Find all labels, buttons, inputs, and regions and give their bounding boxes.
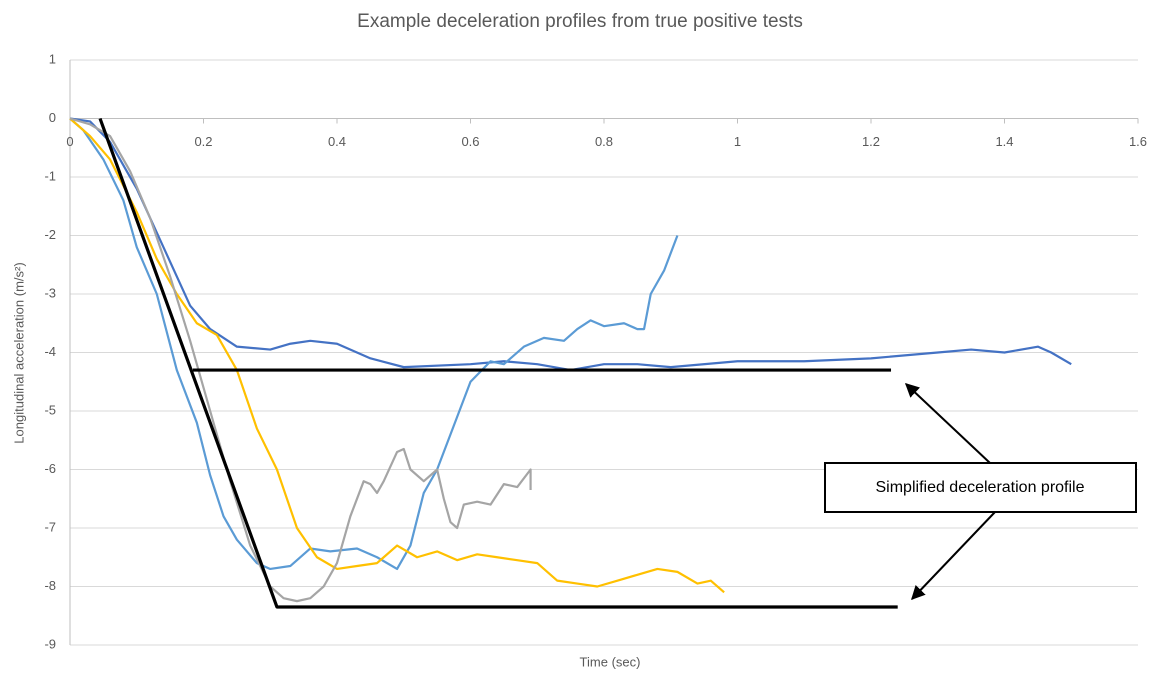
arrow <box>904 383 991 464</box>
y-tick-label: -7 <box>44 519 56 534</box>
y-tick-label: -8 <box>44 578 56 593</box>
x-axis-title: Time (sec) <box>580 654 641 669</box>
series-line <box>69 117 725 594</box>
y-tick-label: -2 <box>44 227 56 242</box>
series-line <box>69 117 532 603</box>
y-tick-label: -3 <box>44 285 56 300</box>
y-tick-label: -5 <box>44 402 56 417</box>
y-tick-label: -6 <box>44 461 56 476</box>
annotation: Simplified deceleration profile <box>876 479 1085 496</box>
x-tick-label: 0.2 <box>194 134 212 149</box>
x-tick-label: 1 <box>734 134 741 149</box>
x-tick-label: 0.4 <box>328 134 346 149</box>
series-line <box>98 117 898 609</box>
y-tick-label: -4 <box>44 344 56 359</box>
x-tick-label: 0.6 <box>461 134 479 149</box>
arrow <box>911 511 996 601</box>
y-tick-label: -1 <box>44 168 56 183</box>
y-tick-label: 0 <box>49 110 56 125</box>
x-tick-label: 0.8 <box>595 134 613 149</box>
x-tick-label: 1.2 <box>862 134 880 149</box>
y-tick-label: -9 <box>44 636 56 651</box>
annotation-box <box>824 462 1137 513</box>
y-tick-label: 1 <box>49 51 56 66</box>
series-line <box>69 117 1072 372</box>
y-axis-title: Longitudinal acceleration (m/s²) <box>11 262 26 443</box>
x-tick-label: 1.6 <box>1129 134 1147 149</box>
plot-area: 1 0 -1 -2 -3 -4 -5 -6 -7 -8 -9 0 0.2 0.4 0.6 0.8 1 1.2 1.4… <box>44 51 1147 651</box>
chart-title: Example deceleration profiles from true … <box>357 11 803 32</box>
x-tick-label: 0 <box>66 134 73 149</box>
series-line <box>69 117 679 571</box>
x-tick-label: 1.4 <box>995 134 1013 149</box>
